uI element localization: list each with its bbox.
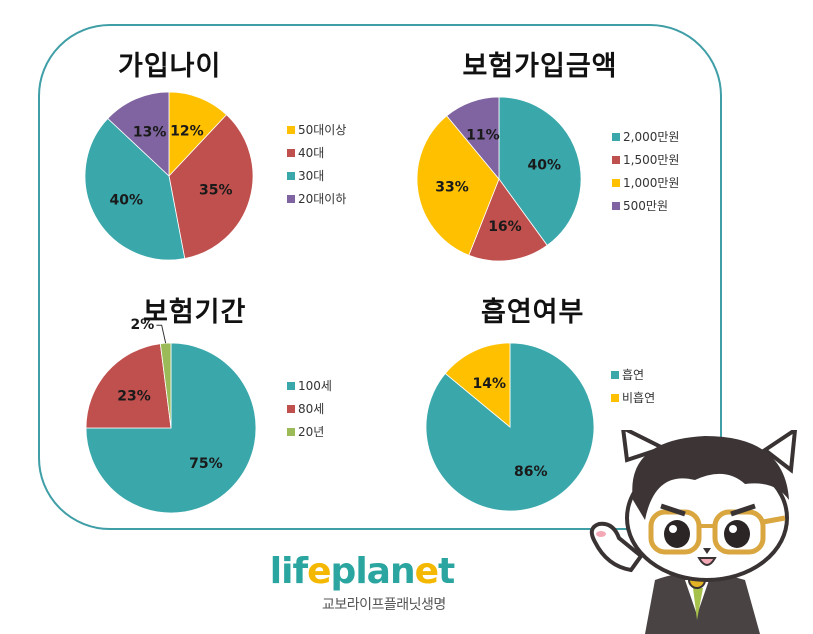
swatch-icon bbox=[612, 201, 620, 210]
slice-percent-label: 40% bbox=[110, 192, 144, 208]
logo-subtitle: 교보라이프플래닛생명 bbox=[322, 597, 446, 613]
pie-slice bbox=[468, 178, 548, 262]
pie-slice bbox=[444, 342, 511, 428]
swatch-icon bbox=[611, 370, 619, 379]
legend-label: 80세 bbox=[298, 402, 325, 416]
legend-item: 흡연 bbox=[611, 363, 655, 386]
legend-label: 1,000만원 bbox=[623, 176, 680, 190]
swatch-icon bbox=[612, 132, 620, 141]
swatch-icon bbox=[287, 381, 295, 390]
swatch-icon bbox=[287, 125, 295, 134]
slice-percent-label: 2% bbox=[131, 317, 155, 333]
slice-percent-label: 35% bbox=[199, 183, 233, 199]
legend-item: 40대 bbox=[287, 141, 346, 164]
legend-item: 500만원 bbox=[612, 194, 679, 217]
slice-percent-label: 14% bbox=[472, 376, 506, 392]
pie-slice bbox=[107, 91, 170, 177]
legend-label: 500만원 bbox=[623, 199, 668, 213]
legend-item: 30대 bbox=[287, 164, 346, 187]
legend-item: 1,500만원 bbox=[612, 148, 679, 171]
legend-label: 50대이상 bbox=[298, 123, 347, 137]
chart-title-age: 가입나이 bbox=[118, 51, 222, 82]
slice-percent-label: 11% bbox=[466, 127, 500, 143]
legend-label: 2,000만원 bbox=[623, 130, 680, 144]
swatch-icon bbox=[611, 393, 619, 402]
slice-percent-label: 12% bbox=[170, 124, 204, 140]
cat-mascot-illustration bbox=[589, 430, 798, 634]
swatch-icon bbox=[287, 148, 295, 157]
slice-percent-label: 13% bbox=[133, 124, 167, 140]
chart-title-period: 보험기간 bbox=[143, 297, 247, 328]
legend-period: 100세 80세 20년 bbox=[287, 374, 332, 443]
slice-percent-label: 40% bbox=[527, 157, 561, 173]
pie-slice bbox=[446, 96, 500, 181]
legend-amount: 2,000만원 1,500만원 1,000만원 500만원 bbox=[612, 125, 679, 217]
pie-slice bbox=[416, 115, 500, 256]
logo-wordmark: lifeplanet bbox=[269, 551, 455, 592]
pie-slice bbox=[85, 343, 172, 429]
rounded-frame bbox=[38, 24, 722, 530]
legend-label: 20년 bbox=[298, 425, 325, 439]
swatch-icon bbox=[612, 155, 620, 164]
slice-percent-label: 75% bbox=[189, 456, 223, 472]
pie-slice bbox=[168, 114, 254, 259]
pie-slice bbox=[168, 91, 228, 178]
leader-line bbox=[156, 324, 167, 344]
chart-title-smoking: 흡연여부 bbox=[481, 297, 585, 328]
legend-smoking: 흡연 비흡연 bbox=[611, 363, 655, 409]
swatch-icon bbox=[612, 178, 620, 187]
swatch-icon bbox=[287, 171, 295, 180]
legend-label: 40대 bbox=[298, 146, 325, 160]
legend-item: 20년 bbox=[287, 420, 332, 443]
legend-label: 100세 bbox=[298, 379, 332, 393]
lifeplanet-logo: lifeplanet 교보라이프플래닛생명 bbox=[262, 552, 462, 614]
slice-percent-label: 23% bbox=[117, 388, 151, 404]
pie-slice bbox=[84, 117, 186, 261]
legend-item: 20대이하 bbox=[287, 187, 346, 210]
swatch-icon bbox=[287, 404, 295, 413]
swatch-icon bbox=[287, 427, 295, 436]
legend-label: 1,500만원 bbox=[623, 153, 680, 167]
slice-percent-label: 16% bbox=[488, 219, 522, 235]
slice-percent-label: 86% bbox=[514, 464, 548, 480]
legend-item: 비흡연 bbox=[611, 386, 655, 409]
legend-item: 50대이상 bbox=[287, 118, 346, 141]
slice-percent-label: 33% bbox=[435, 179, 469, 195]
legend-item: 80세 bbox=[287, 397, 332, 420]
legend-age: 50대이상 40대 30대 20대이하 bbox=[287, 118, 346, 210]
swatch-icon bbox=[287, 194, 295, 203]
legend-label: 비흡연 bbox=[622, 391, 656, 405]
pie-slice bbox=[498, 96, 582, 246]
chart-title-amount: 보험가입금액 bbox=[462, 51, 618, 82]
legend-item: 100세 bbox=[287, 374, 332, 397]
legend-label: 20대이하 bbox=[298, 192, 347, 206]
legend-item: 2,000만원 bbox=[612, 125, 679, 148]
legend-label: 30대 bbox=[298, 169, 325, 183]
legend-label: 흡연 bbox=[622, 368, 645, 382]
pie-slice bbox=[85, 342, 257, 514]
legend-item: 1,000만원 bbox=[612, 171, 679, 194]
